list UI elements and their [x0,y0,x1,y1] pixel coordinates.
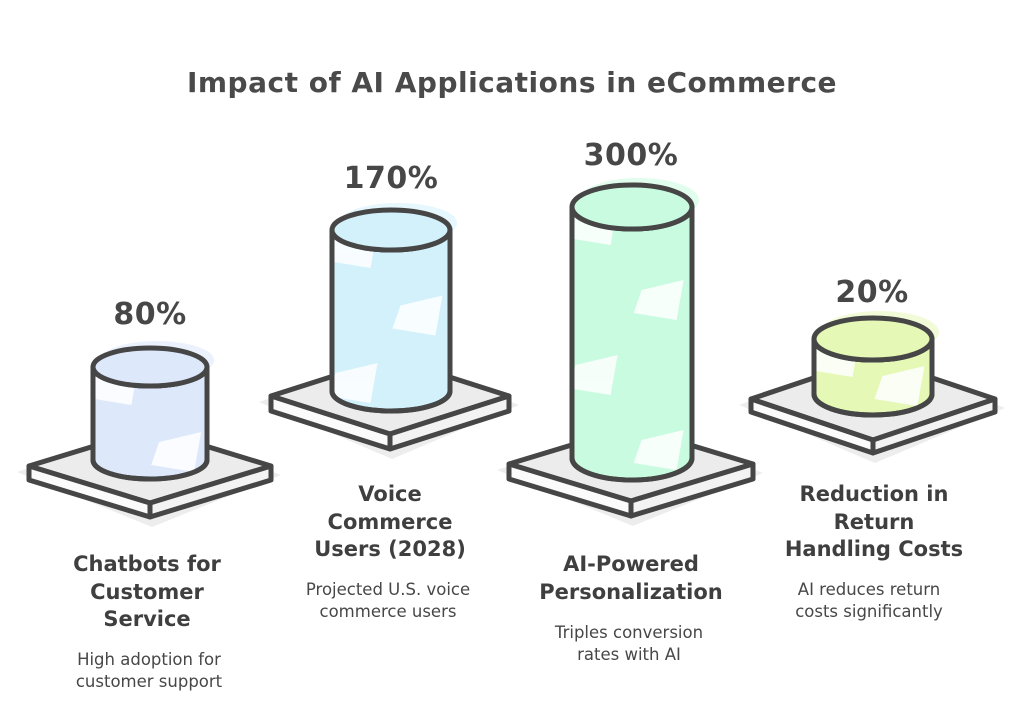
cylinder-top [811,315,935,363]
value-label-personalization: 300% [583,138,679,173]
cylinder-top [569,182,695,232]
bar-group-chatbots-for-customer-service [17,341,281,527]
bar-group-voice-commerce-users-2028 [259,203,519,459]
cylinder-highlights [572,207,684,470]
category-description-chatbots: High adoption for customer support [75,650,223,692]
platform-right-face [147,463,274,520]
cylinder-top [329,207,453,253]
bar-group-ai-powered-personalization [497,178,763,526]
value-label-voice-commerce: 170% [343,161,439,196]
platform-right-face [387,393,512,452]
category-heading-chatbots: Chatbots for Customer Service [73,552,221,632]
value-label-return-costs: 20% [835,275,909,310]
platform-right-face [870,396,998,456]
category-heading-personalization: AI-Powered Personalization [539,552,723,604]
platform-right-face [628,461,756,519]
category-heading-voice-commerce: Voice Commerce Users (2028) [314,482,466,562]
chart-title: Impact of AI Applications in eCommerce [186,66,838,99]
bar-group-reduction-in-return-handling-costs [739,311,1005,463]
category-description-personalization: Triples conversion rates with AI [554,623,704,665]
value-label-chatbots: 80% [113,297,187,332]
cylinder-top [90,345,210,389]
category-description-voice-commerce: Projected U.S. voice commerce users [305,580,471,622]
category-heading-return-costs: Reduction in Return Handling Costs [784,482,964,562]
category-description-return-costs: AI reduces return costs significantly [795,580,943,622]
